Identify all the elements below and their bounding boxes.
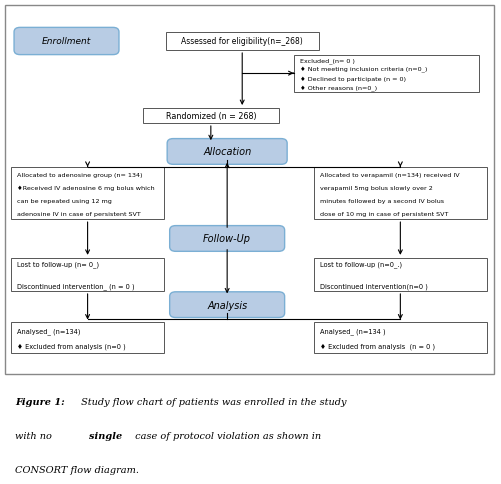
Text: verapamil 5mg bolus slowly over 2: verapamil 5mg bolus slowly over 2 bbox=[319, 185, 432, 190]
FancyBboxPatch shape bbox=[167, 139, 287, 165]
FancyBboxPatch shape bbox=[169, 226, 284, 252]
Text: Lost to follow-up (n= 0_): Lost to follow-up (n= 0_) bbox=[17, 261, 99, 268]
Text: Allocated to adenosine group (n= 134): Allocated to adenosine group (n= 134) bbox=[17, 172, 142, 177]
Text: with no: with no bbox=[15, 431, 55, 440]
Text: Enrollment: Enrollment bbox=[42, 37, 91, 46]
Text: ♦ Declined to participate (n = 0): ♦ Declined to participate (n = 0) bbox=[299, 76, 405, 82]
Text: Allocation: Allocation bbox=[202, 147, 251, 157]
FancyBboxPatch shape bbox=[313, 167, 486, 220]
Text: Figure 1:: Figure 1: bbox=[15, 397, 65, 406]
FancyBboxPatch shape bbox=[143, 109, 278, 124]
Text: dose of 10 mg in case of persistent SVT: dose of 10 mg in case of persistent SVT bbox=[319, 212, 447, 216]
FancyBboxPatch shape bbox=[11, 258, 164, 291]
FancyBboxPatch shape bbox=[14, 29, 119, 56]
Text: ♦ Excluded from analysis  (n = 0 ): ♦ Excluded from analysis (n = 0 ) bbox=[319, 343, 434, 349]
Text: Lost to follow-up (n=0_.): Lost to follow-up (n=0_.) bbox=[319, 261, 401, 268]
FancyBboxPatch shape bbox=[165, 33, 318, 51]
Text: minutes followed by a second IV bolus: minutes followed by a second IV bolus bbox=[319, 198, 443, 203]
FancyBboxPatch shape bbox=[169, 292, 284, 318]
FancyBboxPatch shape bbox=[11, 323, 164, 353]
Text: ♦ Excluded from analysis (n=0 ): ♦ Excluded from analysis (n=0 ) bbox=[17, 343, 126, 349]
Text: ♦ Other reasons (n=0_): ♦ Other reasons (n=0_) bbox=[299, 85, 376, 91]
FancyBboxPatch shape bbox=[11, 167, 164, 220]
Text: Study flow chart of patients was enrolled in the study: Study flow chart of patients was enrolle… bbox=[78, 397, 346, 406]
Text: CONSORT flow diagram.: CONSORT flow diagram. bbox=[15, 465, 139, 474]
Text: Randomized (n = 268): Randomized (n = 268) bbox=[165, 112, 256, 121]
Text: Analysed_ (n=134): Analysed_ (n=134) bbox=[17, 328, 80, 334]
FancyBboxPatch shape bbox=[5, 6, 493, 374]
Text: Excluded_(n= 0 ): Excluded_(n= 0 ) bbox=[299, 58, 354, 63]
Text: Assessed for eligibility(n=_268): Assessed for eligibility(n=_268) bbox=[181, 37, 303, 46]
FancyBboxPatch shape bbox=[293, 56, 478, 92]
Text: Analysis: Analysis bbox=[206, 300, 247, 310]
Text: adenosine IV in case of persistent SVT: adenosine IV in case of persistent SVT bbox=[17, 212, 141, 216]
Text: single: single bbox=[89, 431, 122, 440]
FancyBboxPatch shape bbox=[313, 258, 486, 291]
Text: Allocated to verapamil (n=134) received IV: Allocated to verapamil (n=134) received … bbox=[319, 172, 458, 177]
Text: case of protocol violation as shown in: case of protocol violation as shown in bbox=[132, 431, 321, 440]
Text: ♦Received IV adenosine 6 mg bolus which: ♦Received IV adenosine 6 mg bolus which bbox=[17, 185, 154, 191]
Text: Discontinued intervention(n=0 ): Discontinued intervention(n=0 ) bbox=[319, 283, 427, 290]
Text: ♦ Not meeting inclusion criteria (n=0_): ♦ Not meeting inclusion criteria (n=0_) bbox=[299, 67, 426, 73]
Text: can be repeated using 12 mg: can be repeated using 12 mg bbox=[17, 198, 112, 203]
Text: Follow-Up: Follow-Up bbox=[203, 234, 250, 244]
FancyBboxPatch shape bbox=[313, 323, 486, 353]
Text: Discontinued intervention_ (n = 0 ): Discontinued intervention_ (n = 0 ) bbox=[17, 283, 134, 290]
Text: Analysed_ (n=134 ): Analysed_ (n=134 ) bbox=[319, 328, 385, 334]
